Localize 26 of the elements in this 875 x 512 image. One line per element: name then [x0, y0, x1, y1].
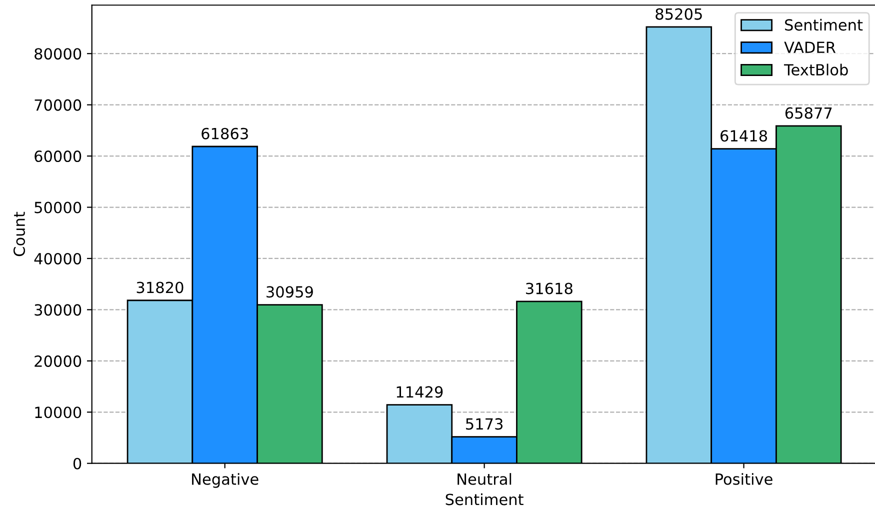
y-tick-label: 20000 [34, 355, 82, 367]
y-tick-label: 50000 [34, 202, 82, 214]
y-tick-label: 70000 [34, 99, 82, 111]
y-tick-label: 10000 [35, 406, 82, 418]
data-label: 11429 [396, 386, 443, 398]
y-axis-title: Count [13, 212, 26, 256]
x-axis-title: Sentiment [446, 493, 524, 506]
y-tick-label: 80000 [34, 48, 82, 60]
legend-label: Sentiment [785, 18, 863, 31]
legend-label: VADER [784, 42, 836, 53]
y-tick-label: 40000 [34, 252, 82, 264]
data-label: 30959 [266, 286, 313, 298]
legend-label: TextBlob [784, 64, 848, 76]
x-tick-label: Positive [716, 473, 772, 485]
data-label: 85205 [656, 8, 702, 20]
x-tick-label: Negative [192, 473, 258, 488]
data-label: 31618 [526, 282, 572, 294]
data-label: 5173 [466, 418, 503, 430]
data-label: 65877 [785, 107, 832, 119]
data-label: 31820 [136, 282, 184, 294]
x-tick-label: Neutral [458, 473, 512, 485]
data-label: 61418 [720, 130, 768, 142]
y-tick-label: 60000 [34, 150, 82, 162]
y-tick-label: 30000 [34, 304, 82, 316]
data-label: 61863 [202, 128, 248, 140]
y-tick-label: 0 [73, 458, 82, 470]
